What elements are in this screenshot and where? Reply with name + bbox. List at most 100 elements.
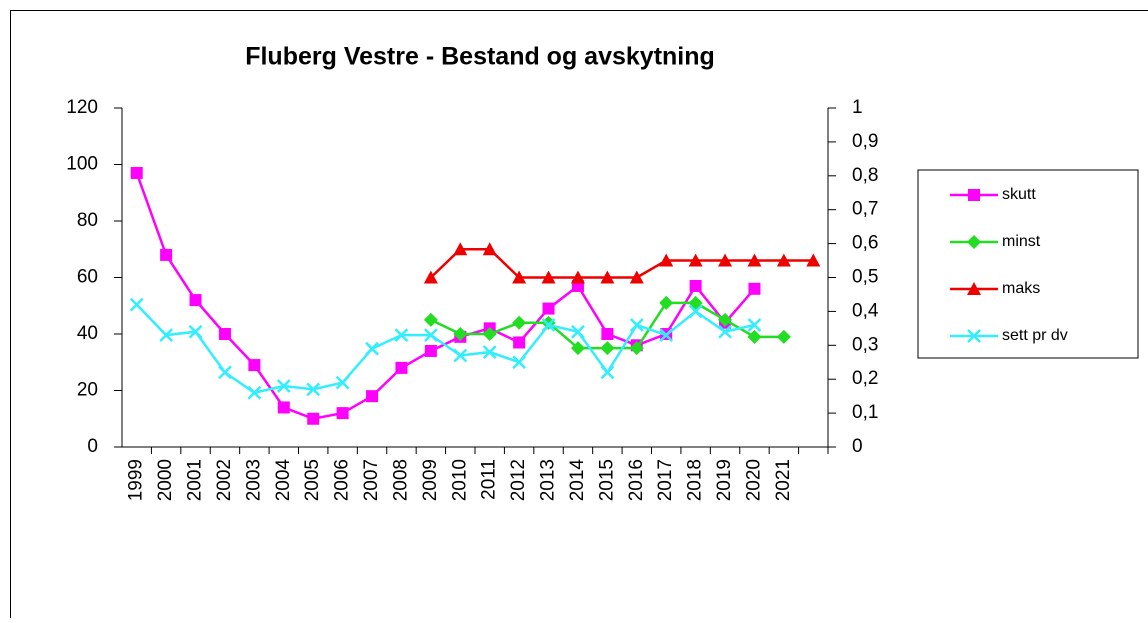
marker <box>189 294 202 307</box>
legend-label: maks <box>1002 280 1040 297</box>
x-tick-label: 2000 <box>155 459 176 501</box>
y2-tick-label: 0,5 <box>852 267 878 288</box>
marker <box>482 327 497 341</box>
marker <box>718 253 733 267</box>
marker <box>218 328 231 340</box>
marker <box>248 359 261 372</box>
marker <box>394 328 409 343</box>
x-tick-label: 2014 <box>567 459 588 502</box>
marker <box>159 328 174 343</box>
series-line <box>135 303 755 395</box>
x-tick-label: 2010 <box>449 459 470 501</box>
marker <box>130 166 143 179</box>
marker <box>453 327 468 341</box>
marker <box>218 365 232 380</box>
marker <box>365 341 379 356</box>
marker <box>276 379 291 393</box>
marker <box>600 365 615 380</box>
marker <box>129 297 144 312</box>
marker <box>806 253 821 267</box>
y2-tick-label: 0 <box>852 436 863 457</box>
marker <box>967 329 981 343</box>
marker <box>747 253 762 267</box>
marker <box>160 248 173 261</box>
marker <box>967 282 981 295</box>
x-tick-label: 2020 <box>743 459 764 501</box>
y2-tick-label: 0,9 <box>852 131 878 152</box>
marker <box>541 318 556 332</box>
marker <box>453 348 468 363</box>
marker <box>512 355 527 370</box>
y2-tick-label: 0,1 <box>852 402 878 423</box>
marker <box>776 329 791 344</box>
marker <box>336 407 349 420</box>
marker <box>968 189 980 201</box>
marker <box>600 341 615 356</box>
x-tick-label: 2019 <box>714 459 735 501</box>
marker <box>570 270 585 284</box>
marker <box>747 329 762 344</box>
marker <box>718 324 732 339</box>
marker <box>659 328 674 343</box>
marker <box>748 282 761 295</box>
marker <box>188 324 203 339</box>
x-tick-label: 2018 <box>685 459 706 501</box>
marker <box>659 253 674 267</box>
marker <box>423 328 438 343</box>
marker <box>335 375 350 390</box>
y2-tick-label: 0,3 <box>852 334 878 355</box>
marker <box>423 312 438 327</box>
y-tick-label: 120 <box>66 97 98 118</box>
marker <box>513 336 526 349</box>
marker <box>600 270 615 284</box>
x-tick-label: 2017 <box>655 459 676 501</box>
marker <box>512 315 527 330</box>
marker <box>967 235 981 249</box>
legend-box <box>917 169 1139 359</box>
marker <box>688 304 703 319</box>
marker <box>571 324 585 339</box>
marker <box>366 390 379 403</box>
x-tick-label: 2004 <box>273 459 294 502</box>
marker <box>482 345 497 359</box>
marker <box>629 341 644 356</box>
x-tick-label: 2021 <box>773 459 794 501</box>
x-tick-label: 2007 <box>361 459 382 501</box>
x-tick-label: 2001 <box>185 459 206 501</box>
marker <box>688 253 703 267</box>
marker <box>629 318 644 332</box>
x-tick-label: 2013 <box>538 459 559 501</box>
legend-label: skutt <box>1002 186 1036 203</box>
y-tick-label: 100 <box>66 154 98 175</box>
marker <box>453 242 468 256</box>
x-tick-label: 2011 <box>479 459 500 500</box>
x-tick-label: 2008 <box>390 459 411 501</box>
marker <box>542 302 555 315</box>
chart-title: Fluberg Vestre - Bestand og avskytning <box>245 43 715 71</box>
marker <box>689 279 702 292</box>
x-tick-label: 1999 <box>126 459 147 501</box>
y-tick-label: 60 <box>77 267 98 288</box>
marker <box>247 385 262 400</box>
marker <box>307 412 320 425</box>
y2-tick-label: 0,6 <box>852 233 878 254</box>
x-tick-label: 2015 <box>596 459 617 501</box>
x-tick-label: 2016 <box>626 459 647 501</box>
y2-tick-label: 0,7 <box>852 199 878 220</box>
x-tick-label: 2006 <box>332 459 353 501</box>
marker <box>659 295 674 310</box>
marker <box>718 312 733 327</box>
y-tick-label: 80 <box>77 210 98 231</box>
series-line <box>135 172 756 421</box>
legend-label: minst <box>1002 233 1041 250</box>
x-tick-label: 2003 <box>243 459 264 501</box>
y2-tick-label: 0,8 <box>852 165 878 186</box>
marker <box>776 253 791 267</box>
marker <box>512 270 527 284</box>
marker <box>570 341 585 356</box>
marker <box>424 344 437 357</box>
y2-tick-label: 0,2 <box>852 368 878 389</box>
legend-label: sett pr dv <box>1002 327 1068 344</box>
marker <box>306 382 321 397</box>
